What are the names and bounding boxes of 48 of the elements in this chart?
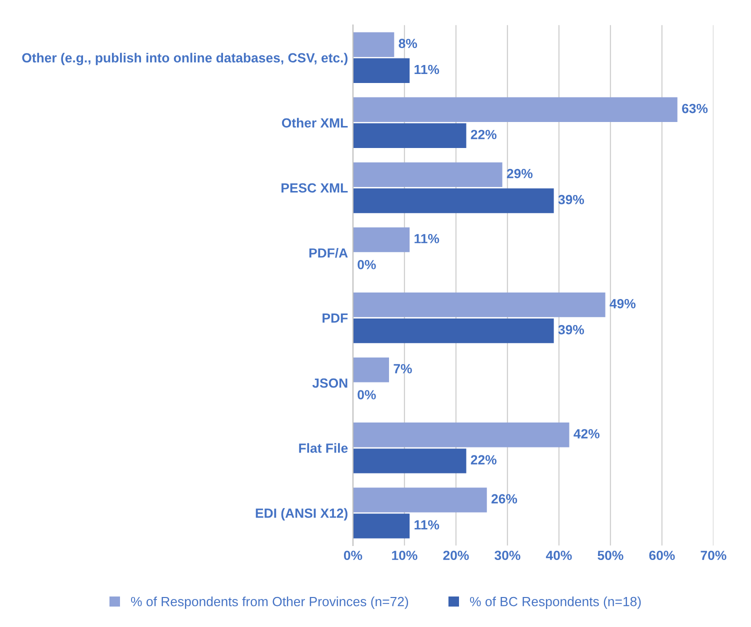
- bar: [352, 227, 410, 252]
- x-tick-label: 70%: [700, 550, 726, 560]
- bar: [352, 514, 410, 538]
- x-tick-label: 10%: [392, 550, 418, 560]
- y-tick-label: Other (e.g., publish into online databases, CSV, etc.): [22, 52, 348, 66]
- data-label: 49%: [610, 299, 636, 308]
- data-label: 22%: [470, 455, 496, 464]
- x-tick-label: 20%: [443, 550, 469, 560]
- y-tick-label: Other XML: [282, 118, 348, 128]
- data-label: 8%: [398, 38, 418, 48]
- bar: [352, 422, 570, 448]
- bar: [352, 162, 502, 188]
- data-label: 39%: [558, 325, 584, 334]
- data-label: 0%: [358, 390, 376, 400]
- y-tick-label: EDI (ANSI X12): [256, 508, 348, 520]
- x-tick-label: 0%: [344, 550, 362, 560]
- bar: [352, 292, 606, 318]
- bar: [352, 123, 466, 148]
- y-tick-label: JSON: [312, 378, 348, 388]
- data-label: 26%: [491, 494, 518, 504]
- x-tick-label: 60%: [649, 550, 675, 560]
- data-label: 22%: [470, 130, 496, 140]
- bar: [352, 318, 554, 344]
- y-tick-label: PDF/A: [309, 248, 348, 258]
- x-tick-label: 40%: [546, 550, 572, 560]
- data-label: 63%: [682, 104, 708, 114]
- bar: [352, 32, 394, 57]
- data-label: 7%: [394, 364, 412, 374]
- x-tick-label: 50%: [598, 550, 624, 560]
- data-label: 11%: [414, 234, 440, 244]
- legend-label: % of BC Respondents (n=18): [470, 596, 641, 609]
- data-label: 39%: [558, 194, 584, 204]
- bar: [352, 357, 390, 382]
- y-tick-label: PDF: [322, 314, 348, 323]
- data-label: 11%: [414, 64, 440, 74]
- data-label: 29%: [506, 168, 533, 178]
- bar: [352, 448, 466, 474]
- bar: [352, 188, 554, 214]
- x-tick-label: 30%: [494, 550, 520, 560]
- data-label: 0%: [358, 260, 376, 270]
- data-label: 11%: [414, 520, 440, 530]
- bar: [352, 58, 410, 83]
- y-tick-label: PESC XML: [282, 183, 348, 193]
- bar: [352, 97, 678, 122]
- legend-label: % of Respondents from Other Provinces (n=72): [131, 596, 408, 609]
- data-label: 42%: [574, 429, 600, 438]
- y-tick-label: Flat File: [299, 443, 348, 453]
- bar: [352, 488, 487, 512]
